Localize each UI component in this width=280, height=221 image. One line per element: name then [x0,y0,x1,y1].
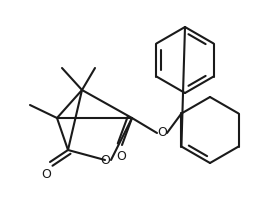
Text: O: O [100,154,110,166]
Text: O: O [157,126,167,139]
Text: O: O [116,151,126,164]
Text: O: O [41,168,51,181]
